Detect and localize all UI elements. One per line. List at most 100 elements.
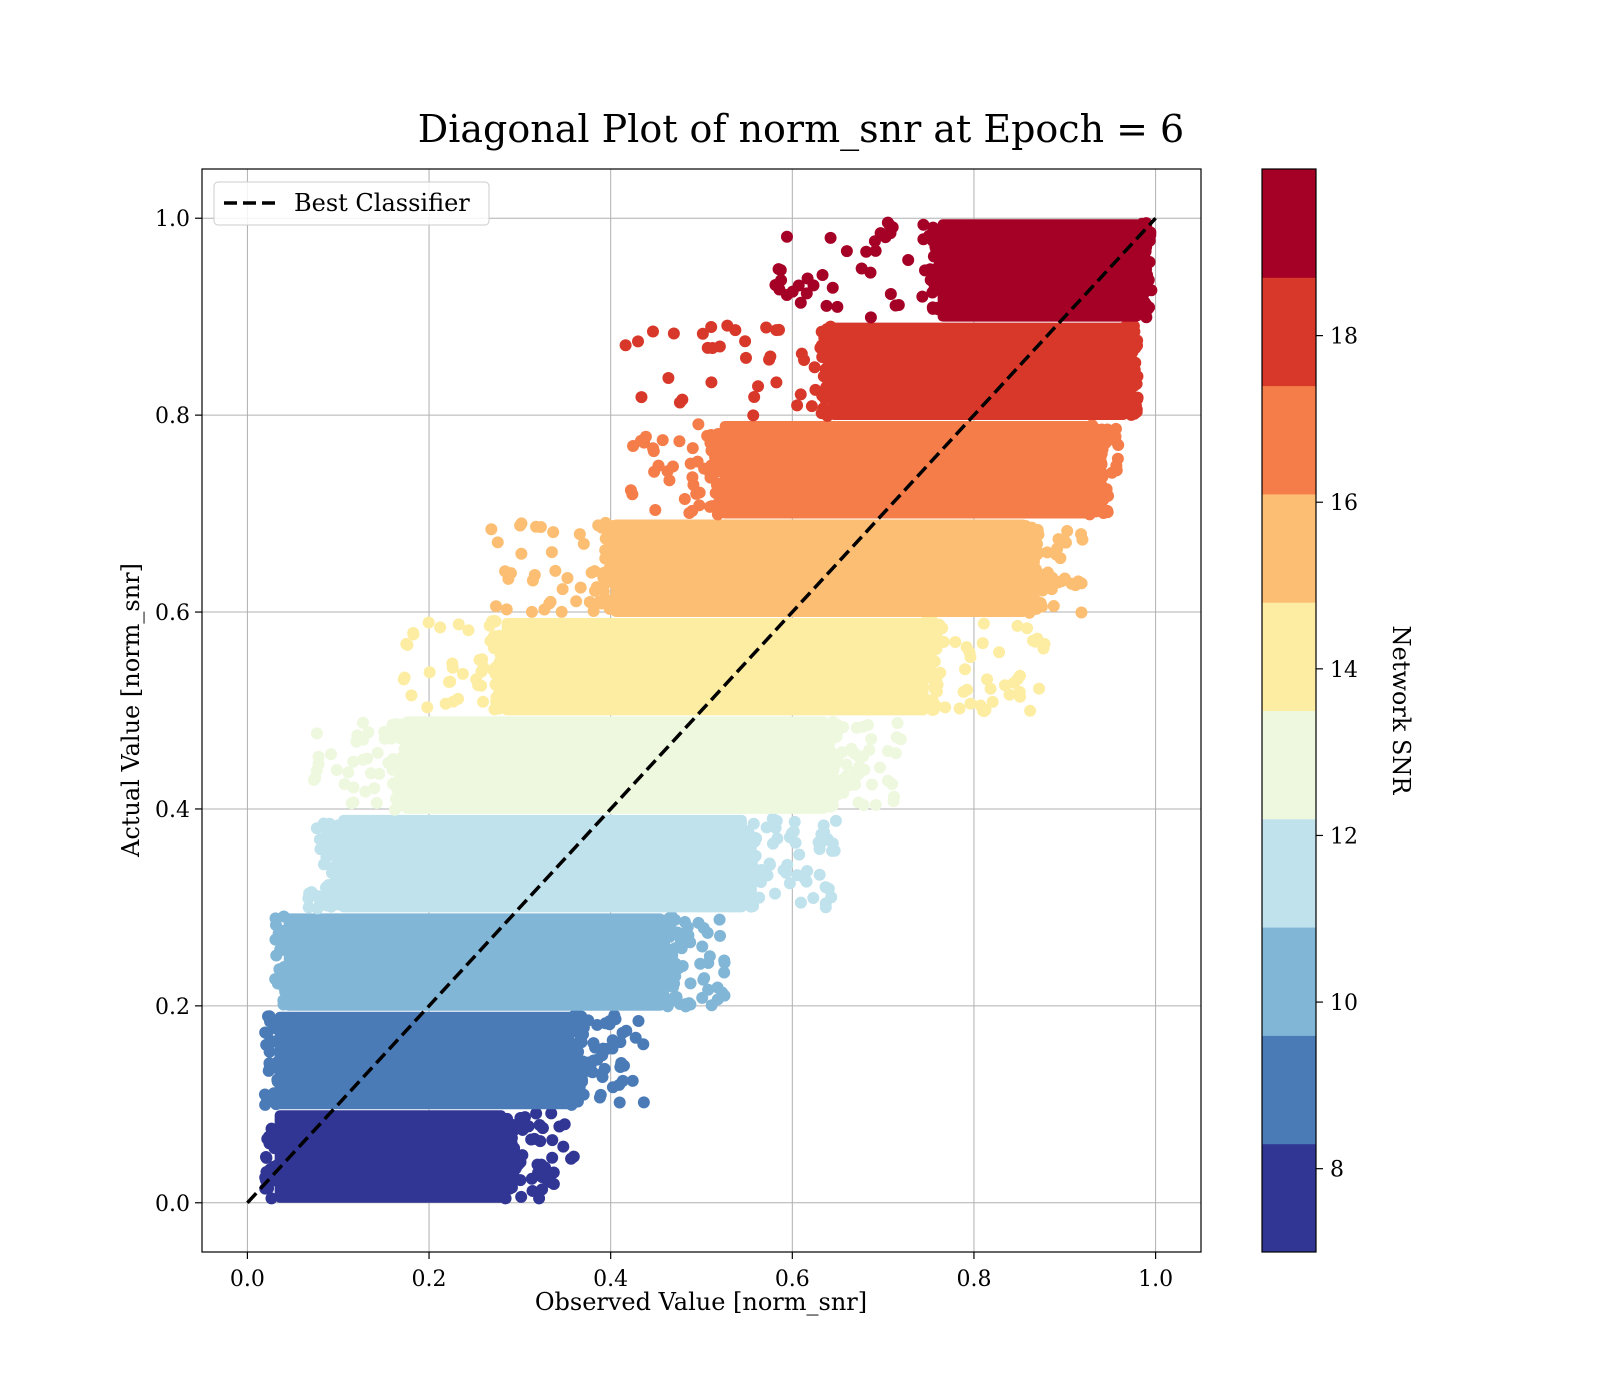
scatter-point — [575, 1010, 588, 1023]
scatter-point — [577, 537, 590, 550]
chart-title: Diagonal Plot of norm_snr at Epoch = 6 — [418, 107, 1184, 152]
scatter-point — [823, 346, 836, 359]
scatter-point — [791, 399, 804, 412]
scatter-point — [840, 245, 853, 258]
scatter-point — [1047, 600, 1060, 613]
colorbar-tick-label: 8 — [1330, 1158, 1344, 1183]
scatter-point — [603, 1015, 616, 1028]
scatter-point — [307, 773, 320, 786]
snr-band-core — [610, 519, 1029, 617]
scatter-point — [665, 910, 678, 923]
colorbar-band — [1262, 1143, 1316, 1253]
scatter-point — [347, 755, 360, 768]
scatter-point — [770, 324, 783, 337]
scatter-point — [525, 1133, 538, 1146]
colorbar-tick-label: 12 — [1330, 824, 1358, 849]
colorbar-band — [1262, 602, 1316, 711]
scatter-point — [739, 872, 752, 885]
x-tick-label: 0.2 — [412, 1267, 447, 1292]
scatter-point — [635, 391, 648, 404]
scatter-point — [1120, 346, 1133, 359]
scatter-point — [696, 940, 709, 953]
scatter-point — [362, 726, 375, 739]
scatter-point — [739, 843, 752, 856]
x-tick-label: 0.6 — [775, 1267, 810, 1292]
scatter-point — [930, 275, 943, 288]
scatter-point — [558, 1118, 571, 1131]
scatter-point — [902, 253, 915, 266]
scatter-point — [647, 442, 660, 455]
snr-band-points — [259, 1107, 580, 1205]
scatter-point — [324, 832, 337, 845]
scatter-point — [1075, 606, 1088, 619]
scatter-point — [884, 227, 897, 240]
scatter-point — [506, 1171, 519, 1184]
legend-box — [213, 181, 490, 226]
scatter-point — [739, 824, 752, 837]
scatter-point — [576, 1055, 589, 1068]
scatter-point — [747, 817, 760, 830]
scatter-point — [566, 1098, 579, 1111]
scatter-point — [924, 630, 937, 643]
scatter-point — [632, 1014, 645, 1027]
colorbar-band — [1262, 385, 1316, 495]
colorbar-bands — [1262, 169, 1316, 1253]
scatter-point — [626, 488, 639, 501]
scatter-point — [477, 695, 490, 708]
scatter-point — [1021, 622, 1034, 635]
scatter-point — [614, 1060, 627, 1073]
scatter-point — [616, 1026, 629, 1039]
colorbar-tick-label: 18 — [1330, 325, 1358, 350]
scatter-point — [604, 595, 617, 608]
scatter-point — [555, 605, 568, 618]
plot-area: 0.0 0.2 0.4 0.6 0.8 1.0 0.0 0.2 0.4 0.6 0.8 1.0 — [155, 168, 1202, 1292]
scatter-point — [356, 716, 369, 729]
scatter-point — [816, 268, 829, 281]
scatter-point — [547, 1166, 560, 1179]
scatter-point — [1094, 433, 1107, 446]
scatter-point — [489, 615, 502, 628]
scatter-point — [934, 226, 947, 239]
scatter-point — [1127, 367, 1140, 380]
scatter-point — [1144, 226, 1157, 239]
scatter-point — [499, 1192, 512, 1205]
scatter-point — [279, 985, 292, 998]
snr-band-points — [307, 715, 907, 816]
scatter-point — [373, 767, 386, 780]
scatter-point — [891, 717, 904, 730]
colorbar-ticks: 8 10 12 14 16 18 — [1316, 325, 1358, 1183]
scatter-point — [278, 961, 291, 974]
scatter-point — [701, 926, 714, 939]
legend: Best Classifier — [213, 181, 490, 226]
scatter-point — [498, 672, 511, 685]
scatter-point — [850, 721, 863, 734]
colorbar-frame — [1261, 168, 1317, 1253]
scatter-point — [831, 300, 844, 313]
scatter-point — [302, 901, 315, 914]
scatter-point — [1145, 284, 1158, 297]
scatter-point — [977, 617, 990, 630]
scatter-point — [423, 666, 436, 679]
scatter-point — [865, 778, 878, 791]
scatter-point — [786, 285, 799, 298]
scatter-point — [964, 697, 977, 710]
scatter-point — [342, 766, 355, 779]
scatter-point — [682, 929, 695, 942]
scatter-point — [698, 972, 711, 985]
scatter-point — [1029, 595, 1042, 608]
scatter-point — [595, 521, 608, 534]
scatter-point — [1018, 597, 1031, 610]
scatter-point — [668, 977, 681, 990]
snr-band-points — [485, 516, 1089, 619]
scatter-point — [1037, 642, 1050, 655]
scatter-point — [587, 1037, 600, 1050]
x-axis-label: Observed Value [norm_snr] — [535, 1288, 867, 1316]
scatter-point — [518, 1111, 531, 1124]
scatter-point — [573, 528, 586, 541]
scatter-point — [561, 571, 574, 584]
scatter-point — [821, 379, 834, 392]
scatter-point — [717, 493, 730, 506]
scatter-point — [984, 682, 997, 695]
scatter-point — [434, 621, 447, 634]
scatter-point — [270, 1098, 283, 1111]
